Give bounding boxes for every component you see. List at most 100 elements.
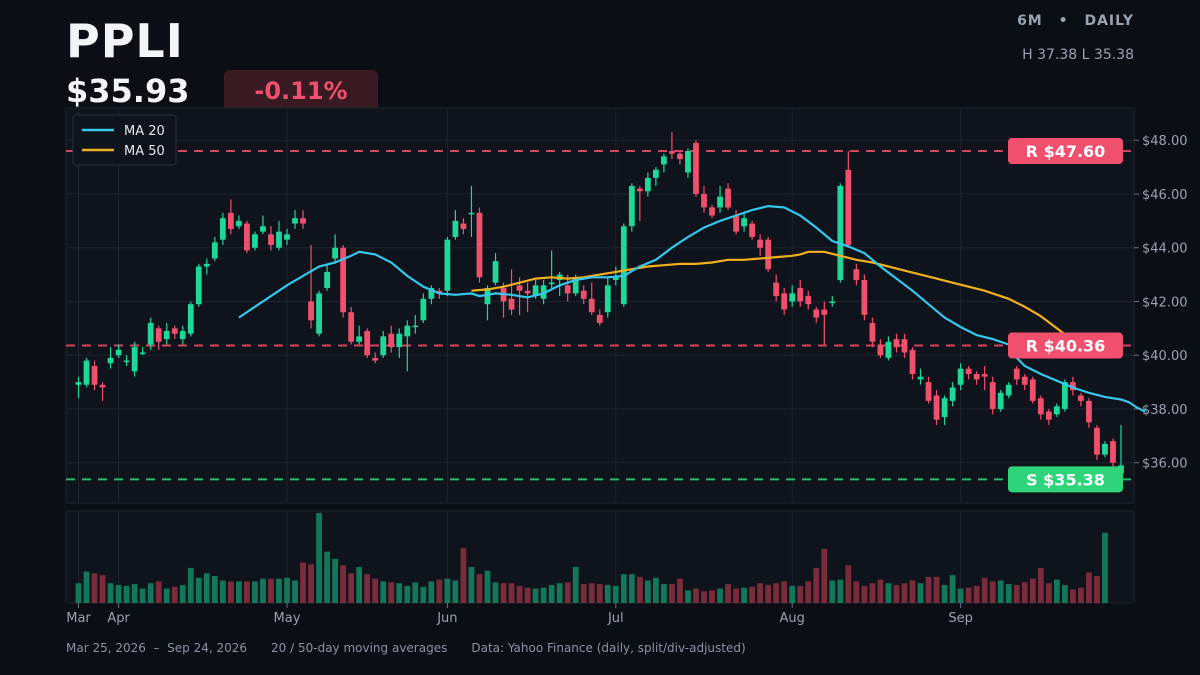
candle-body: [596, 314, 603, 323]
volume-bar: [933, 576, 940, 603]
candle-body: [717, 196, 723, 208]
volume-bar: [203, 573, 210, 603]
volume-bar: [604, 585, 611, 603]
volume-bar: [757, 583, 764, 603]
legend-label: MA 50: [124, 144, 165, 159]
candle-body: [428, 288, 435, 299]
candle-body: [677, 153, 683, 160]
candle-body: [171, 328, 178, 334]
candle-body: [163, 331, 170, 340]
candle-body: [235, 220, 242, 227]
candle-body: [781, 293, 788, 310]
y-tick-label: $42.00: [1142, 295, 1188, 310]
candle-body: [773, 282, 780, 297]
volume-bar: [500, 583, 507, 603]
candle-body: [564, 285, 571, 294]
candle-body: [147, 322, 154, 345]
candle-body: [388, 333, 395, 348]
volume-bar: [1069, 589, 1076, 603]
legend-label: MA 20: [124, 124, 165, 139]
volume-bar: [227, 581, 234, 603]
volume-bar: [516, 585, 523, 603]
volume-bar: [813, 567, 820, 603]
volume-bar: [524, 587, 531, 603]
volume-bar: [1029, 578, 1036, 603]
candle-body: [468, 212, 475, 215]
candle-body: [741, 218, 747, 227]
volume-bar: [107, 583, 114, 603]
candle-body: [636, 188, 643, 192]
volume-bar: [989, 581, 996, 603]
candle-body: [1086, 400, 1092, 423]
volume-bar: [83, 571, 90, 603]
candle-body: [588, 298, 595, 313]
volume-bar: [348, 573, 355, 603]
volume-bar: [211, 576, 218, 603]
candle-body: [516, 285, 523, 291]
candle-body: [372, 357, 379, 361]
candle-body: [268, 234, 274, 246]
volume-bar: [981, 577, 988, 603]
resistance-label: R $47.60: [1026, 142, 1106, 161]
volume-bar: [131, 584, 138, 603]
candle-body: [187, 304, 194, 334]
candle-body: [300, 218, 306, 224]
volume-bar: [925, 576, 932, 603]
volume-bar: [244, 581, 250, 603]
volume-bar: [412, 582, 419, 603]
candle-body: [1045, 411, 1052, 420]
footer: Mar 25, 2026 – Sep 24, 2026 20 / 50-day m…: [66, 641, 770, 655]
candle-body: [203, 263, 210, 267]
volume-bar: [252, 581, 258, 603]
volume-bar: [693, 588, 699, 603]
volume-bar: [853, 581, 860, 603]
candle-body: [669, 150, 675, 154]
candle-body: [332, 247, 339, 259]
candle-body: [260, 226, 266, 232]
candle-body: [661, 156, 667, 165]
volume-bar: [356, 567, 363, 603]
volume-bar: [1037, 567, 1044, 603]
volume-bar: [717, 588, 723, 603]
support-label: S $35.38: [1026, 470, 1105, 489]
candle-body: [965, 368, 972, 375]
volume-bar: [636, 576, 643, 603]
volume-bar: [171, 586, 178, 603]
volume-bar: [268, 578, 274, 603]
volume-bar: [308, 564, 314, 603]
candle-body: [340, 247, 347, 313]
candle-body: [484, 288, 491, 305]
volume-bar: [1086, 572, 1092, 603]
resistance-label: R $40.36: [1026, 337, 1106, 356]
volume-bar: [677, 578, 683, 603]
volume-bar: [885, 583, 892, 603]
volume-bar: [628, 574, 635, 603]
candle-body: [75, 382, 82, 385]
separator-dot: •: [1058, 13, 1069, 29]
candle-body: [612, 277, 619, 280]
candle-body: [107, 357, 114, 364]
x-tick-label: Mar: [66, 611, 91, 626]
volume-bar: [540, 587, 547, 603]
candle-body: [949, 387, 956, 401]
volume-bar: [195, 577, 202, 603]
volume-bar: [749, 586, 756, 603]
footer-ma-note: 20 / 50-day moving averages: [271, 641, 448, 655]
candle-body: [131, 347, 138, 372]
volume-bar: [300, 562, 306, 603]
volume-bar: [155, 581, 162, 603]
candle-body: [981, 374, 988, 377]
volume-bar: [652, 577, 659, 603]
volume-bar: [877, 579, 884, 603]
volume-bar: [284, 577, 290, 603]
volume-bar: [709, 590, 715, 603]
period-label: 6M: [1017, 13, 1043, 29]
volume-bar: [1094, 576, 1100, 603]
candle-body: [492, 261, 499, 283]
candle-body: [749, 223, 756, 237]
y-tick-label: $40.00: [1142, 349, 1188, 364]
candle-body: [276, 231, 282, 248]
candle-body: [869, 322, 876, 342]
volume-bar: [444, 578, 451, 603]
